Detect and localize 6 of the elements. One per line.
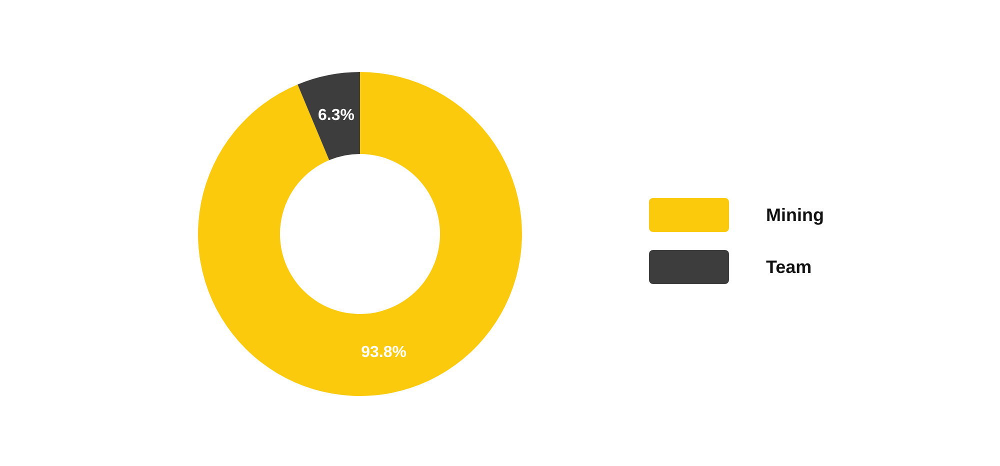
data-label: 93.8% [361, 344, 406, 362]
legend-label: Mining [766, 204, 824, 226]
legend-label: Team [766, 256, 812, 278]
donut-slice [198, 72, 522, 396]
donut-slice [298, 72, 360, 160]
data-label: 6.3% [318, 106, 354, 124]
